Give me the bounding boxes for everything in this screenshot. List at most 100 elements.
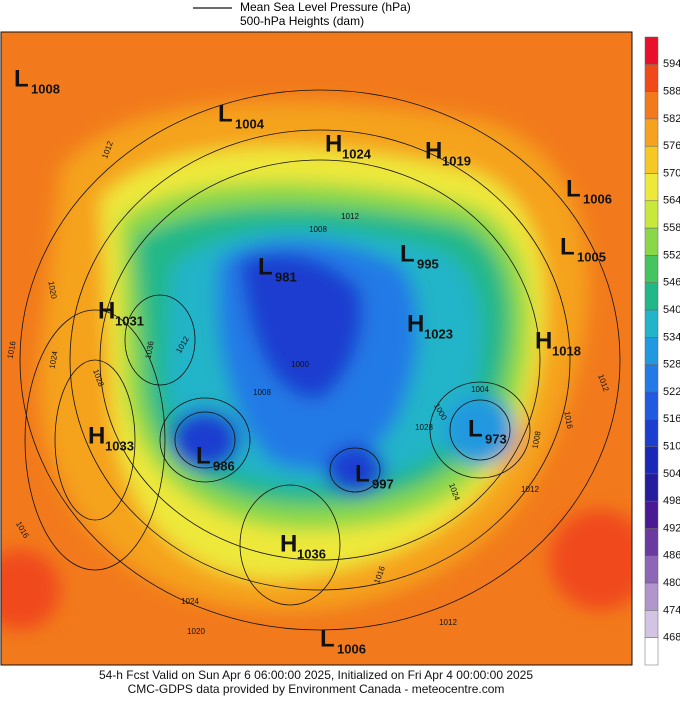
colorbar-box — [644, 555, 659, 584]
center-value: 1018 — [552, 343, 581, 358]
center-value: 1005 — [577, 249, 606, 264]
colorbar-label: 468 — [663, 632, 680, 644]
contour-label: 1008 — [531, 430, 543, 450]
contour-label: 1036 — [144, 340, 156, 360]
center-value: 1006 — [337, 641, 366, 656]
legend-text: Mean Sea Level Pressure (hPa) — [240, 0, 411, 14]
legend-text: 500-hPa Heights (dam) — [240, 14, 364, 28]
colorbar-box — [644, 337, 659, 365]
colorbar-label: 480 — [663, 577, 680, 589]
center-symbol: L — [560, 233, 575, 260]
colorbar-box — [644, 227, 659, 256]
colorbar-label: 504 — [663, 468, 680, 480]
center-value: 981 — [275, 269, 297, 284]
contour-label: 1016 — [562, 410, 574, 430]
colorbar-box — [644, 528, 659, 557]
center-symbol: L — [400, 240, 415, 267]
colorbar-label: 534 — [663, 331, 680, 343]
colorbar-label: 516 — [663, 413, 680, 425]
colorbar-box — [644, 309, 659, 338]
contour-label: 1012 — [341, 212, 359, 221]
isobars — [19, 89, 621, 631]
center-symbol: H — [325, 130, 342, 157]
colorbar-label: 558 — [663, 222, 680, 234]
contour-label: 1020 — [46, 280, 58, 300]
center-symbol: H — [425, 137, 442, 164]
contour-label: 1004 — [471, 385, 489, 394]
colorbar-label: 564 — [663, 195, 680, 207]
colorbar-label: 492 — [663, 522, 680, 534]
contour-label: 1008 — [253, 388, 271, 397]
colorbar-label: 588 — [663, 86, 680, 98]
colorbar-box — [644, 255, 659, 283]
colorbar-box — [644, 36, 659, 65]
colorbar-box — [644, 582, 659, 611]
colorbar-label: 498 — [663, 495, 680, 507]
center-symbol: L — [258, 253, 273, 280]
center-value: 1036 — [297, 546, 326, 561]
center-symbol: H — [88, 422, 105, 449]
center-value: 1033 — [105, 438, 134, 453]
contour-label: 1000 — [291, 360, 309, 369]
colorbar-box — [644, 282, 659, 311]
center-value: 997 — [372, 476, 394, 491]
colorbar-label: 552 — [663, 249, 680, 261]
colorbar-box — [644, 637, 659, 666]
colorbar-label: 510 — [663, 440, 680, 452]
colorbar-box — [644, 446, 659, 475]
center-value: 986 — [213, 458, 235, 473]
contour-label: 1024 — [48, 350, 60, 370]
footer-text: 54-h Fcst Valid on Sun Apr 6 06:00:00 20… — [99, 668, 533, 682]
center-symbol: L — [196, 442, 211, 469]
center-value: 995 — [417, 256, 439, 271]
colorbar-box — [644, 500, 659, 529]
center-value: 1024 — [342, 146, 372, 161]
footer-text: CMC-GDPS data provided by Environment Ca… — [128, 682, 505, 696]
colorbar-label: 594 — [663, 58, 680, 70]
contour-label: 1016 — [6, 340, 18, 360]
colorbar-box — [644, 91, 659, 120]
map-frame — [0, 31, 633, 666]
center-value: 1019 — [442, 153, 471, 168]
colorbar-label: 474 — [663, 604, 680, 616]
colorbar-label: 582 — [663, 113, 680, 125]
colorbar-box — [644, 64, 659, 92]
colorbar-box — [644, 391, 659, 420]
colorbar-label: 528 — [663, 359, 680, 371]
colorbar-box — [644, 419, 659, 447]
colorbar-box — [644, 200, 659, 229]
colorbar-label: 576 — [663, 140, 680, 152]
colorbar-box — [644, 145, 659, 174]
center-symbol: H — [98, 297, 115, 324]
contour-label: 1012 — [521, 485, 539, 494]
map — [1, 32, 632, 665]
colorbar-label: 486 — [663, 550, 680, 562]
colorbar-box — [644, 364, 659, 393]
contour-label: 1024 — [181, 597, 199, 606]
colorbar-box — [644, 473, 659, 502]
center-symbol: H — [535, 327, 552, 354]
contour-label: 1028 — [415, 423, 433, 432]
center-symbol: H — [280, 530, 297, 557]
contour-label: 1020 — [187, 627, 205, 636]
height-field — [1, 101, 632, 630]
center-symbol: L — [566, 175, 581, 202]
colorbar-box — [644, 610, 659, 638]
center-symbol: H — [407, 310, 424, 337]
center-value: 1006 — [583, 191, 612, 206]
center-value: 1031 — [115, 313, 144, 328]
colorbar-label: 546 — [663, 277, 680, 289]
colorbar-label: 570 — [663, 167, 680, 179]
colorbar-label: 540 — [663, 304, 680, 316]
colorbar-box — [644, 118, 659, 147]
contour-label: 1012 — [439, 618, 457, 627]
center-symbol: L — [218, 100, 233, 127]
center-value: 1008 — [31, 81, 60, 96]
center-value: 973 — [485, 431, 507, 446]
center-symbol: L — [320, 625, 335, 652]
colorbar-label: 522 — [663, 386, 680, 398]
center-value: 1023 — [424, 326, 453, 341]
center-value: 1004 — [235, 116, 265, 131]
center-symbol: L — [468, 415, 483, 442]
